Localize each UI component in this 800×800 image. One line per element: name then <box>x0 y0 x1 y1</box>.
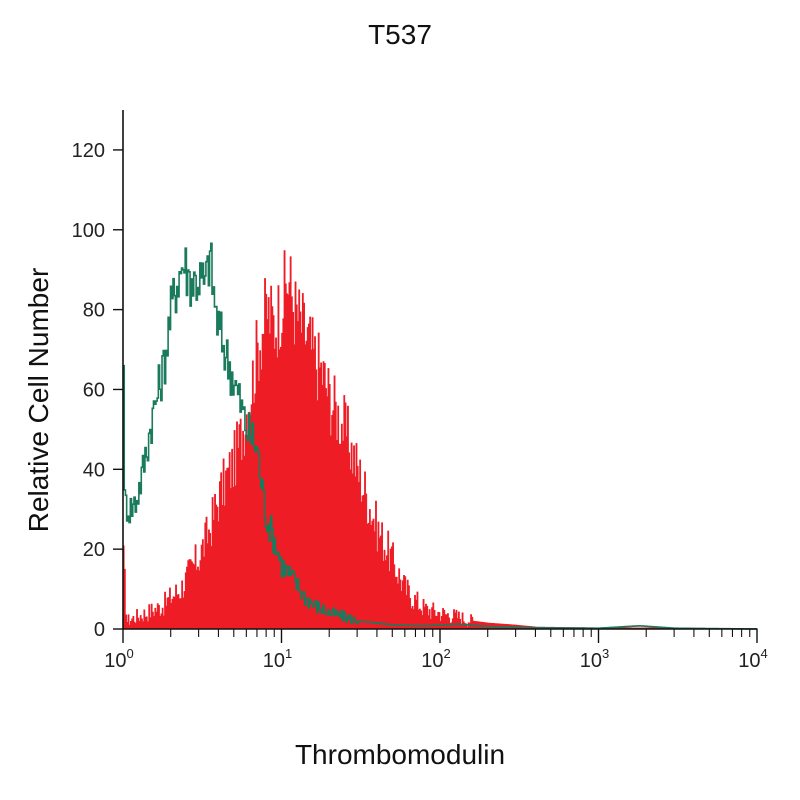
y-tick-label: 60 <box>83 379 105 401</box>
x-axis-title: Thrombomodulin <box>295 739 505 770</box>
x-tick-label: 100 <box>104 646 133 672</box>
y-tick-label: 20 <box>83 539 105 561</box>
series-outline-histogram <box>123 242 758 630</box>
x-tick-label: 102 <box>421 646 450 672</box>
chart-title: T537 <box>368 19 432 50</box>
axes: 0 20 40 60 80 100 120 100 101 102 103 104 <box>72 110 768 672</box>
plot-area <box>122 242 758 630</box>
y-tick-label: 120 <box>72 140 105 162</box>
y-tick-label: 100 <box>72 220 105 242</box>
y-axis-title: Relative Cell Number <box>23 268 54 533</box>
x-tick-label: 101 <box>263 646 292 672</box>
y-tick-label: 40 <box>83 459 105 481</box>
y-tick-label: 80 <box>83 300 105 322</box>
x-tick-label: 104 <box>738 646 767 672</box>
x-tick-label: 103 <box>580 646 609 672</box>
y-tick-label: 0 <box>94 619 105 641</box>
series-filled-histogram <box>122 250 758 630</box>
